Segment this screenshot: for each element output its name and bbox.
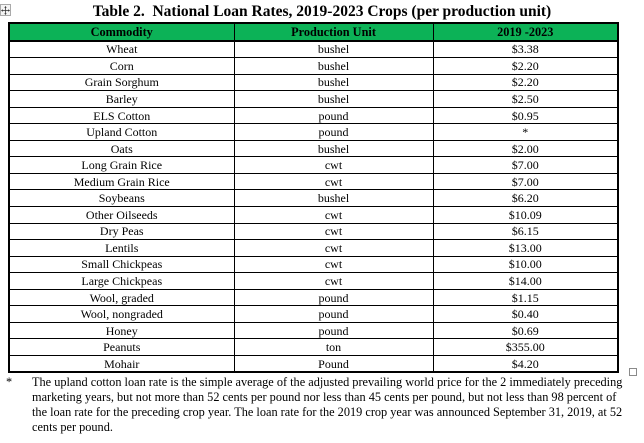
unit-cell: bushel [233,57,434,75]
table-row: Upland Cotton pound * [8,123,619,141]
unit-cell: pound [233,123,434,141]
table-row: Medium Grain Rice cwt $7.00 [8,172,619,191]
table-row: Dry Peas cwt $6.15 [8,222,619,241]
commodity-cell: Small Chickpeas [8,255,235,274]
unit-cell: bushel [233,40,434,59]
table-row: Large Chickpeas cwt $14.00 [8,272,619,290]
four-way-arrow-icon [1,5,10,15]
table-title: Table 2. National Loan Rates, 2019-2023 … [92,3,552,20]
unit-cell: pound [233,288,434,307]
table-header-row: Commodity Production Unit 2019 -2023 [8,22,619,42]
rate-cell: $0.69 [432,321,619,340]
rate-cell: $0.40 [432,305,619,323]
commodity-cell: Long Grain Rice [8,156,235,174]
rate-cell: $6.15 [432,222,619,241]
commodity-cell: Soybeans [8,189,235,208]
rate-cell: * [432,123,619,141]
commodity-cell: Wool, graded [8,288,235,307]
rate-cell: $7.00 [432,172,619,191]
commodity-cell: Barley [8,90,235,108]
unit-cell: ton [233,338,434,356]
unit-cell: cwt [233,255,434,274]
unit-cell: bushel [233,73,434,92]
rate-cell: $6.20 [432,189,619,208]
table-row: ELS Cotton pound $0.95 [8,106,619,125]
unit-cell: cwt [233,206,434,224]
table-row: Long Grain Rice cwt $7.00 [8,156,619,174]
unit-cell: bushel [233,139,434,158]
table-row: Wool, graded pound $1.15 [8,288,619,307]
rate-cell: $2.00 [432,139,619,158]
table-row: Wool, nongraded pound $0.40 [8,305,619,323]
commodity-cell: Wool, nongraded [8,305,235,323]
commodity-cell: Wheat [8,40,235,59]
footnote-marker: * [6,375,13,389]
loan-rates-table: Commodity Production Unit 2019 -2023 Whe… [8,22,619,374]
commodity-cell: Other Oilseeds [8,206,235,224]
unit-cell: cwt [233,222,434,241]
commodity-cell: Oats [8,139,235,158]
table-row: Honey pound $0.69 [8,321,619,340]
commodity-cell: Large Chickpeas [8,272,235,290]
table-row: Oats bushel $2.00 [8,139,619,158]
commodity-cell: Corn [8,57,235,75]
table-row: Mohair Pound $4.20 [8,354,619,373]
rate-cell: $3.38 [432,40,619,59]
unit-cell: pound [233,321,434,340]
table-row: Barley bushel $2.50 [8,90,619,108]
rate-cell: $2.20 [432,73,619,92]
column-header-commodity: Commodity [8,22,235,42]
unit-cell: pound [233,305,434,323]
unit-cell: cwt [233,272,434,290]
rate-cell: $355.00 [432,338,619,356]
table-row: Wheat bushel $3.38 [8,40,619,59]
rate-cell: $7.00 [432,156,619,174]
commodity-cell: Peanuts [8,338,235,356]
commodity-cell: Mohair [8,354,235,373]
rate-cell: $10.09 [432,206,619,224]
footnote: * The upland cotton loan rate is the sim… [6,375,624,435]
commodity-cell: ELS Cotton [8,106,235,125]
unit-cell: bushel [233,90,434,108]
rate-cell: $4.20 [432,354,619,373]
unit-cell: cwt [233,156,434,174]
anchor-marker-icon [629,368,637,376]
unit-cell: cwt [233,239,434,257]
column-header-rate: 2019 -2023 [432,22,619,42]
rate-cell: $0.95 [432,106,619,125]
commodity-cell: Medium Grain Rice [8,172,235,191]
table-row: Lentils cwt $13.00 [8,239,619,257]
footnote-text: The upland cotton loan rate is the simpl… [32,375,623,434]
column-header-production-unit: Production Unit [233,22,434,42]
table-row: Other Oilseeds cwt $10.09 [8,206,619,224]
unit-cell: bushel [233,189,434,208]
unit-cell: Pound [233,354,434,373]
commodity-cell: Dry Peas [8,222,235,241]
unit-cell: cwt [233,172,434,191]
commodity-cell: Grain Sorghum [8,73,235,92]
table-row: Small Chickpeas cwt $10.00 [8,255,619,274]
rate-cell: $14.00 [432,272,619,290]
table-row: Corn bushel $2.20 [8,57,619,75]
loan-table-body: Wheat bushel $3.38 Corn bushel $2.20 Gra… [8,40,619,373]
table-move-handle-icon[interactable] [0,4,11,16]
commodity-cell: Honey [8,321,235,340]
table-row: Peanuts ton $355.00 [8,338,619,356]
commodity-cell: Lentils [8,239,235,257]
rate-cell: $2.50 [432,90,619,108]
rate-cell: $1.15 [432,288,619,307]
commodity-cell: Upland Cotton [8,123,235,141]
rate-cell: $2.20 [432,57,619,75]
rate-cell: $13.00 [432,239,619,257]
table-row: Soybeans bushel $6.20 [8,189,619,208]
rate-cell: $10.00 [432,255,619,274]
table-row: Grain Sorghum bushel $2.20 [8,73,619,92]
unit-cell: pound [233,106,434,125]
